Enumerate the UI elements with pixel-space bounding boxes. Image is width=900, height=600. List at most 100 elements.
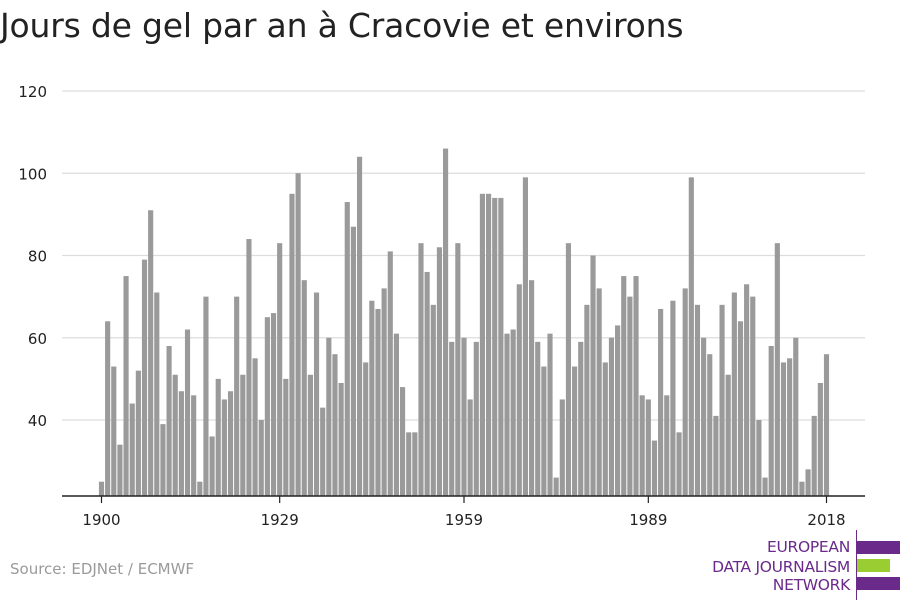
bar-1983	[608, 337, 615, 496]
bar-1972	[541, 366, 547, 496]
logo-bar-green	[857, 559, 890, 572]
bar-1909	[154, 292, 160, 496]
y-tick-label: 80	[28, 248, 47, 266]
x-tick-label: 2018	[807, 511, 845, 529]
bar-2015	[805, 469, 811, 496]
bar-1919	[215, 378, 221, 496]
bar-2005	[744, 284, 750, 496]
bar-1997	[694, 304, 701, 496]
bar-1913	[178, 391, 184, 496]
bar-1946	[381, 288, 387, 496]
bar-1923	[240, 374, 246, 496]
bar-1900	[98, 481, 105, 496]
bar-1995	[682, 288, 688, 496]
y-tick-label: 40	[28, 412, 47, 430]
logo-divider	[856, 530, 857, 600]
bar-1954	[430, 304, 436, 496]
bar-2013	[793, 337, 799, 496]
bar-1933	[301, 280, 307, 496]
bar-1914	[184, 329, 191, 496]
bar-1957	[449, 341, 455, 496]
bar-1986	[627, 296, 633, 496]
bar-1976	[565, 243, 572, 496]
bar-1916	[197, 481, 203, 496]
bar-1906	[135, 370, 141, 496]
bar-1949	[399, 387, 406, 496]
bar-1926	[258, 420, 264, 496]
bar-1928	[270, 313, 277, 496]
bar-1904	[123, 276, 129, 496]
bar-2001	[719, 304, 725, 496]
bar-1977	[572, 366, 578, 496]
bar-1952	[418, 243, 424, 496]
bar-1950	[406, 432, 412, 496]
bar-1969	[522, 177, 529, 497]
bar-1927	[264, 317, 270, 496]
bar-1958	[455, 243, 461, 496]
bar-1994	[676, 432, 682, 496]
bar-1941	[350, 226, 356, 496]
bar-1967	[510, 329, 516, 496]
bar-1979	[584, 304, 590, 496]
source-note: Source: EDJNet / ECMWF	[10, 560, 195, 578]
bar-1956	[442, 148, 449, 496]
bar-1944	[369, 300, 375, 496]
bar-2012	[787, 358, 793, 496]
y-tick-label: 120	[18, 83, 47, 101]
bar-1960	[467, 399, 473, 496]
x-axis-ticks: 1900 1929 1959 1989 2018	[82, 496, 846, 529]
bar-1981	[596, 288, 602, 496]
logo-line-3: NETWORK	[772, 576, 851, 594]
bar-1985	[621, 276, 627, 496]
bar-1959	[461, 337, 467, 496]
bar-2006	[750, 296, 756, 496]
logo-bar-purple-bottom	[857, 577, 900, 590]
bar-1963	[486, 193, 492, 496]
bar-1940	[344, 202, 350, 496]
chart-title: Jours de gel par an à Cracovie et enviro…	[0, 6, 684, 45]
bar-1925	[252, 358, 258, 496]
bar-1936	[320, 407, 326, 496]
bar-1962	[479, 193, 486, 496]
bar-2018	[823, 354, 830, 496]
bar-1915	[191, 395, 197, 496]
y-axis-ticks: 40 60 80 100 120	[18, 83, 47, 430]
logo-line-2: DATA JOURNALISM	[712, 558, 850, 576]
bar-2008	[762, 477, 768, 496]
bar-1991	[658, 308, 664, 496]
bar-1945	[375, 308, 381, 496]
bar-1942	[356, 156, 363, 497]
bar-1978	[578, 341, 584, 496]
bar-2010	[774, 243, 780, 496]
bar-1905	[129, 403, 135, 496]
bar-1943	[363, 362, 369, 496]
bar-1935	[313, 292, 320, 496]
bar-1934	[307, 374, 313, 496]
bar-1938	[332, 354, 338, 496]
bar-1971	[535, 341, 541, 496]
bar-1975	[559, 399, 565, 496]
bar-1921	[227, 391, 234, 496]
bar-1931	[289, 193, 295, 496]
logo-bar-purple-top	[857, 541, 900, 554]
bar-1929	[277, 243, 283, 496]
bar-2007	[756, 420, 762, 496]
bar-1937	[326, 337, 332, 496]
bar-1973	[547, 333, 553, 496]
bar-1947	[387, 251, 393, 496]
bar-1924	[246, 239, 252, 497]
x-tick-label: 1989	[629, 511, 667, 529]
bar-1932	[295, 173, 301, 496]
bars	[98, 148, 830, 497]
bar-1987	[633, 276, 639, 496]
bar-1990	[651, 440, 658, 496]
bar-1961	[473, 341, 479, 496]
bar-1922	[234, 296, 240, 496]
logo-line-1: EUROPEAN	[766, 538, 850, 556]
bar-1920	[221, 399, 227, 496]
bar-1966	[504, 333, 510, 496]
bar-1988	[639, 395, 645, 496]
bar-2002	[725, 374, 731, 496]
bar-2000	[713, 415, 719, 496]
